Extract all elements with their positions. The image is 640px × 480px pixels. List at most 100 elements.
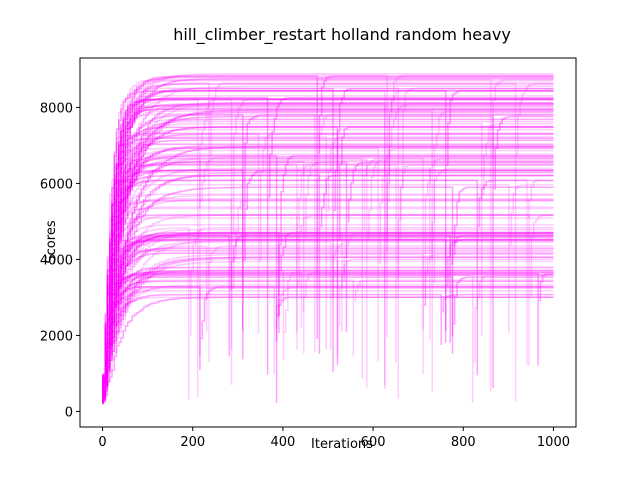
- series-line: [102, 163, 554, 387]
- series-line: [102, 197, 554, 390]
- series-line: [102, 238, 554, 405]
- series-line: [102, 137, 554, 390]
- series-line: [102, 155, 554, 400]
- y-tick-label: 8000: [40, 101, 73, 116]
- series-line: [102, 169, 554, 393]
- series-line: [102, 120, 554, 388]
- series-line: [102, 102, 554, 403]
- series-line: [102, 99, 554, 398]
- series-line: [102, 234, 554, 400]
- series-line: [102, 96, 554, 387]
- series-line: [102, 78, 554, 395]
- series-line: [102, 231, 554, 396]
- series-line: [102, 101, 554, 394]
- series-line: [102, 270, 554, 398]
- series-line: [102, 143, 554, 404]
- series-line: [102, 167, 554, 383]
- series-line: [102, 103, 554, 399]
- series-line: [102, 96, 554, 387]
- series-line: [102, 174, 554, 401]
- series-line: [102, 158, 554, 388]
- series-line: [102, 231, 554, 383]
- series-line: [102, 76, 554, 398]
- series-line: [102, 109, 554, 403]
- series-line: [102, 149, 554, 388]
- series-line: [102, 256, 554, 400]
- series-line: [102, 145, 554, 401]
- series-line: [102, 145, 554, 405]
- series-line: [102, 118, 554, 398]
- series-line: [102, 103, 554, 388]
- series-line: [102, 249, 554, 388]
- series-line: [102, 97, 554, 394]
- series-line: [102, 104, 554, 405]
- series-line: [102, 128, 554, 387]
- series-line: [102, 271, 554, 393]
- x-axis: 0 200 400 600 800 1000: [98, 427, 570, 450]
- series-line: [102, 232, 554, 398]
- series-line: [102, 73, 554, 400]
- series-line: [102, 245, 554, 391]
- series-line: [102, 239, 554, 405]
- series-line: [102, 186, 554, 384]
- x-tick-label: 400: [270, 435, 295, 450]
- series-line: [102, 239, 554, 402]
- series-line: [102, 74, 554, 383]
- series-line: [102, 90, 554, 400]
- series-line: [102, 169, 554, 393]
- series-line: [102, 227, 554, 400]
- chart-title: hill_climber_restart holland random heav…: [173, 25, 511, 45]
- series-line: [102, 279, 554, 384]
- series-line: [102, 233, 554, 400]
- series-line: [102, 146, 554, 403]
- series-line: [102, 276, 554, 397]
- series-line: [102, 273, 554, 389]
- series-line: [102, 85, 554, 386]
- series-line: [102, 171, 554, 383]
- series-line: [102, 78, 554, 384]
- series-line: [102, 98, 554, 391]
- series-line: [102, 146, 554, 403]
- series-line: [102, 233, 554, 400]
- series-line: [102, 159, 554, 385]
- series-line: [102, 89, 554, 387]
- series-line: [102, 285, 554, 394]
- series-line: [102, 82, 554, 393]
- series-line: [102, 274, 554, 386]
- series-line: [102, 193, 554, 391]
- series-line: [102, 76, 554, 398]
- series-line: [102, 143, 554, 404]
- series-line: [102, 228, 554, 400]
- series-line: [102, 233, 554, 400]
- series-line: [102, 206, 554, 405]
- y-tick-label: 2000: [40, 329, 73, 344]
- series-line: [102, 286, 554, 399]
- series-line: [102, 139, 554, 390]
- series-line: [102, 114, 554, 403]
- series-line: [102, 118, 554, 386]
- series-line: [102, 293, 554, 384]
- series-line: [102, 111, 554, 391]
- series-line: [102, 236, 554, 391]
- series-line: [102, 110, 554, 394]
- series-line: [102, 154, 554, 403]
- series-line: [102, 266, 554, 383]
- series-line: [102, 287, 554, 404]
- series-line: [102, 179, 554, 398]
- x-tick-label: 0: [98, 435, 106, 450]
- series-line: [102, 113, 554, 398]
- series-line: [102, 126, 554, 396]
- series-line: [102, 114, 554, 403]
- series-line: [102, 214, 554, 386]
- series-line: [102, 186, 554, 384]
- series-line: [102, 169, 554, 393]
- series-line: [102, 103, 554, 399]
- series-line: [102, 179, 554, 398]
- series-line: [102, 239, 554, 395]
- series-line: [102, 241, 554, 396]
- series-line: [102, 285, 554, 389]
- series-line: [102, 78, 554, 384]
- x-tick-label: 1000: [537, 435, 570, 450]
- series-line: [102, 236, 554, 401]
